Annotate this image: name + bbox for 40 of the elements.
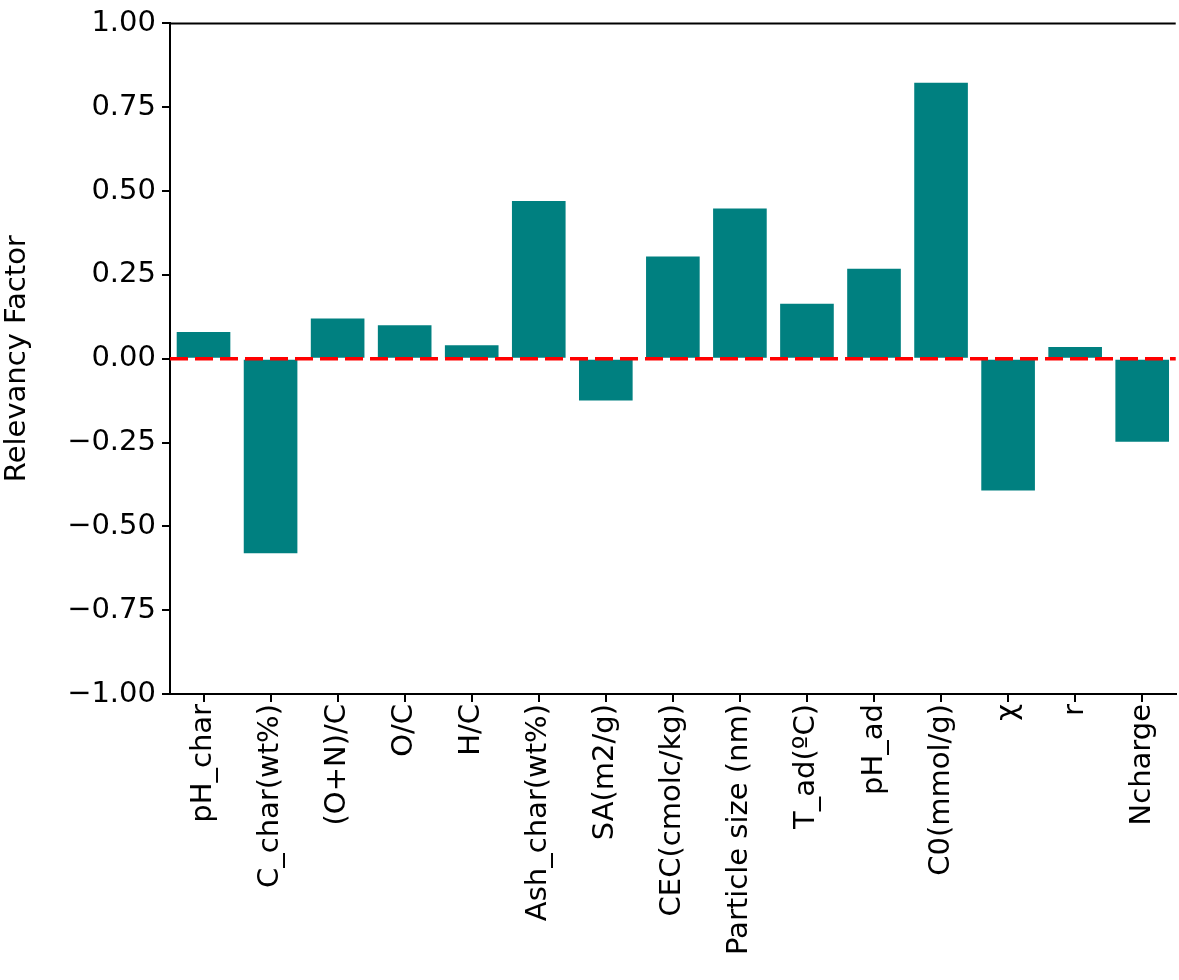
x-tick-label: Ash_char(wt%) <box>519 704 554 922</box>
bar <box>243 359 298 554</box>
x-tick-label: Ncharge <box>1122 704 1157 826</box>
x-tick-label: pH_ad <box>854 704 889 795</box>
y-tick-label: −0.25 <box>67 423 156 458</box>
bar <box>847 268 901 358</box>
x-tick-label: r <box>1055 703 1090 716</box>
bar <box>176 331 231 358</box>
bar <box>914 82 968 358</box>
x-tick-label: SA(m2/g) <box>586 704 621 841</box>
bar <box>646 256 700 358</box>
y-tick-label: 0.25 <box>91 255 156 290</box>
x-tick-label: O/C <box>385 704 420 757</box>
y-tick-label: 1.00 <box>91 3 156 38</box>
bar <box>377 325 432 358</box>
y-axis-title: Relevancy Factor <box>0 235 32 483</box>
bar <box>444 345 499 358</box>
x-tick-label: H/C <box>452 704 487 756</box>
x-tick-label: Particle size (nm) <box>720 704 755 956</box>
bar <box>1115 359 1170 442</box>
x-tick-label: CEC(cmolc/kg) <box>653 704 688 917</box>
y-tick-label: 0.00 <box>91 339 156 374</box>
bar <box>981 359 1035 491</box>
bar <box>511 201 566 358</box>
x-tick-label: C0(mmol/g) <box>921 704 956 876</box>
y-tick-label: 0.75 <box>91 87 156 122</box>
x-tick-label: T_ad(ºC) <box>787 704 822 830</box>
y-tick-label: −0.50 <box>67 506 156 541</box>
bar <box>1048 346 1102 358</box>
bar <box>578 359 633 401</box>
x-tick-label: (O+N)/C <box>318 704 353 826</box>
y-tick-label: −1.00 <box>67 674 156 709</box>
x-tick-label: pH_char <box>184 703 219 823</box>
y-tick-label: 0.50 <box>91 171 156 206</box>
bar <box>780 303 834 358</box>
x-tick-label: χ <box>988 704 1023 721</box>
bar <box>713 208 767 358</box>
y-tick-label: −0.75 <box>67 590 156 625</box>
x-tick-label: C_char(wt%) <box>251 704 286 889</box>
bar <box>310 318 365 358</box>
